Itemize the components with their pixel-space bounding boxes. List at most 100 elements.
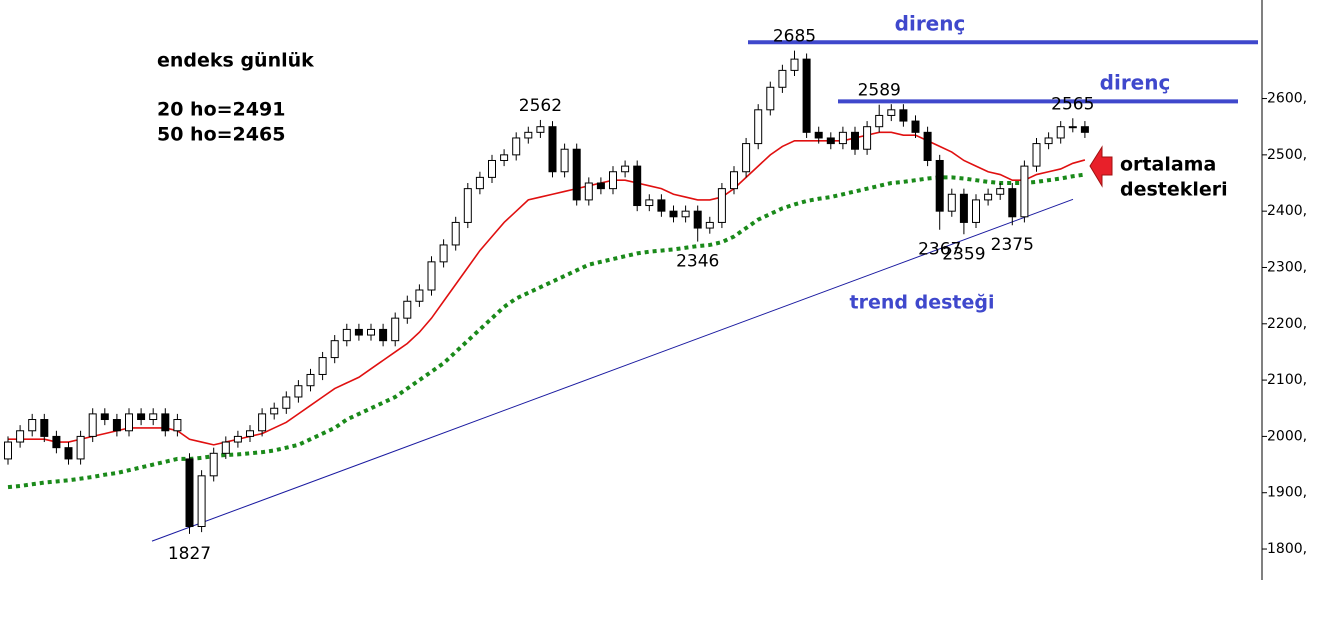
price-annotation: 1827 xyxy=(168,544,211,564)
moving-average xyxy=(8,131,1086,446)
candle-body xyxy=(923,131,932,161)
candle-body xyxy=(1068,126,1077,129)
candle-body xyxy=(294,385,303,398)
candle-body xyxy=(609,171,617,190)
candle-body xyxy=(778,69,787,88)
candle-body xyxy=(282,396,291,409)
candle-body xyxy=(149,413,158,421)
candle-body xyxy=(766,86,775,111)
candle-body xyxy=(403,300,412,319)
candle-body xyxy=(645,199,654,207)
y-tick-label: 1900, xyxy=(1267,485,1307,501)
candle-body xyxy=(802,58,811,133)
candle-body xyxy=(451,221,460,246)
candle-body xyxy=(959,193,968,223)
candle-body xyxy=(560,148,569,173)
note: 50 ho=2465 xyxy=(157,124,285,146)
candle-body xyxy=(173,419,182,432)
candle-body xyxy=(270,407,279,415)
candle-body xyxy=(984,193,993,201)
candle-body xyxy=(258,413,267,432)
candle-body xyxy=(512,137,521,156)
candle-body xyxy=(863,126,872,150)
candle-body xyxy=(1020,165,1029,218)
callout: destekleri xyxy=(1120,179,1228,201)
candle-body xyxy=(306,373,315,387)
candle-body xyxy=(669,210,678,218)
candle-body xyxy=(705,221,714,229)
candle-body xyxy=(209,452,218,477)
candle-body xyxy=(790,58,799,71)
candle-body xyxy=(330,340,339,359)
y-tick-label: 2300, xyxy=(1267,259,1307,275)
candle-body xyxy=(717,188,726,223)
candle-body xyxy=(4,441,12,460)
callout-arrow xyxy=(1089,145,1113,188)
y-tick-label: 2400, xyxy=(1267,203,1307,219)
candle-body xyxy=(1032,143,1041,167)
candle-body xyxy=(851,131,859,150)
candle-body xyxy=(488,159,496,178)
trend-line xyxy=(151,198,1074,542)
resistance-label: direnç xyxy=(895,12,966,36)
candle-body xyxy=(427,261,436,291)
candle-body xyxy=(838,131,847,145)
price-annotation: 2367 xyxy=(918,240,961,260)
price-annotation: 2346 xyxy=(676,252,719,272)
candle-body xyxy=(161,413,170,432)
candle-body xyxy=(996,188,1005,195)
resistance-label: direnç xyxy=(1100,71,1171,95)
candle-body xyxy=(887,109,896,116)
candle-body xyxy=(572,148,581,201)
candle-body xyxy=(500,154,509,161)
candle-body xyxy=(16,430,25,443)
y-tick-label: 2500, xyxy=(1267,147,1307,163)
candle-body xyxy=(125,413,133,432)
candle-body xyxy=(935,159,944,212)
candle-body xyxy=(899,109,908,122)
candle-body xyxy=(524,131,533,139)
candle-body xyxy=(40,419,49,437)
candle-body xyxy=(76,435,85,460)
y-tick-label: 2600, xyxy=(1267,91,1307,107)
callout: ortalama xyxy=(1120,154,1216,176)
candle-body xyxy=(52,435,61,449)
candle-body xyxy=(246,430,254,437)
candle-body xyxy=(742,143,751,173)
candle-body xyxy=(657,199,666,212)
candle-body xyxy=(693,210,702,229)
y-tick-label: 2000, xyxy=(1267,428,1307,444)
price-annotation: 2359 xyxy=(942,244,985,264)
candle-body xyxy=(112,419,121,432)
candle-body xyxy=(730,171,738,190)
candle-body xyxy=(367,328,375,336)
candle-body xyxy=(379,328,388,342)
candle-body xyxy=(354,328,363,336)
y-tick-label: 2100, xyxy=(1267,372,1307,388)
candle-body xyxy=(475,176,484,190)
candle-body xyxy=(681,210,690,218)
candle-body xyxy=(947,193,956,212)
price-annotation: 2562 xyxy=(519,96,562,116)
candle-body xyxy=(88,413,97,437)
candle-body xyxy=(584,182,593,201)
candle-body xyxy=(415,289,424,302)
candle-body xyxy=(621,165,630,173)
candle-body xyxy=(1056,126,1065,139)
candle-body xyxy=(1080,126,1089,133)
chart-title: endeks günlük xyxy=(157,50,314,72)
price-annotation: 2565 xyxy=(1051,94,1094,114)
candle-body xyxy=(536,126,545,133)
candle-body xyxy=(221,441,230,454)
candle-body xyxy=(64,447,73,460)
price-annotation: 2685 xyxy=(773,27,816,47)
candle-body xyxy=(185,458,194,528)
candle-body xyxy=(1044,137,1053,145)
candle-body xyxy=(754,109,763,145)
price-annotation: 2375 xyxy=(991,235,1034,255)
moving-average xyxy=(7,172,1086,490)
candle-body xyxy=(814,131,823,139)
candle-body xyxy=(463,188,472,223)
candle-body xyxy=(548,126,557,173)
